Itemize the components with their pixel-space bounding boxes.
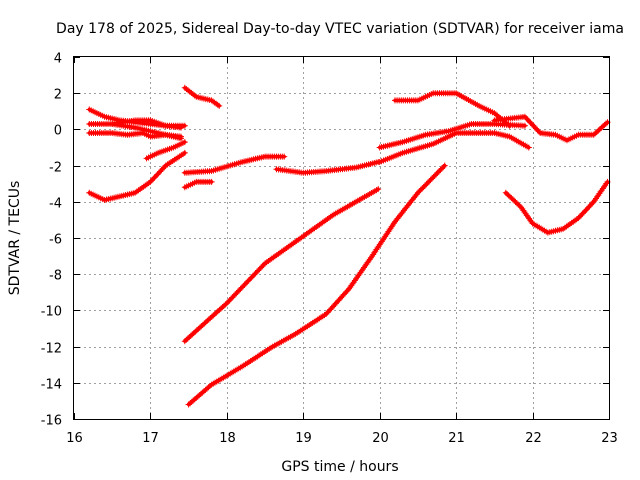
x-tick-label: 22 (525, 431, 542, 446)
y-tick-label: -10 (41, 305, 62, 320)
series-s08 (181, 153, 288, 176)
x-tick-label: 21 (448, 431, 465, 446)
series-s17 (502, 178, 611, 236)
x-tick-label: 17 (142, 431, 159, 446)
chart-title: Day 178 of 2025, Sidereal Day-to-day VTE… (56, 21, 624, 37)
series-s06 (143, 139, 188, 162)
series-s07 (181, 84, 223, 109)
series-markers (109, 121, 184, 140)
x-axis-label: GPS time / hours (281, 459, 398, 475)
x-tick-label: 16 (66, 431, 83, 446)
series-markers (181, 186, 382, 345)
y-tick-label: -12 (41, 342, 62, 357)
y-tick-label: -16 (41, 414, 62, 429)
series-s10 (181, 186, 382, 345)
series-markers (273, 159, 382, 176)
y-tick-label: 4 (54, 52, 62, 67)
series-markers (491, 113, 611, 144)
y-tick-label: -8 (49, 269, 62, 284)
series-line (183, 187, 380, 343)
series-markers (86, 149, 188, 203)
series-s12 (273, 159, 382, 176)
y-tick-label: -4 (49, 197, 62, 212)
grid-lines (74, 57, 609, 419)
series-markers (181, 178, 215, 191)
data-series (86, 84, 611, 408)
series-s04 (109, 121, 184, 140)
series-s05 (86, 149, 188, 203)
series-markers (502, 178, 611, 236)
series-markers (181, 84, 223, 109)
series-markers (181, 153, 288, 176)
x-tick-label: 23 (601, 431, 618, 446)
series-line (377, 131, 531, 164)
series-s11 (185, 162, 448, 408)
x-tick-label: 20 (372, 431, 389, 446)
series-s16 (491, 113, 611, 144)
y-tick-label: -2 (49, 161, 62, 176)
series-markers (143, 139, 188, 162)
series-s14 (376, 130, 532, 165)
axis-ticks: 16 17 18 19 20 21 22 23 -16 -14 -12 -10 -8 -6 -4 -2 0 2 4 (41, 52, 618, 447)
plot-frame (73, 56, 610, 420)
series-markers (376, 130, 532, 165)
x-tick-label: 18 (219, 431, 236, 446)
y-tick-label: -6 (49, 233, 62, 248)
y-tick-label: -14 (41, 378, 62, 393)
x-tick-label: 19 (295, 431, 312, 446)
series-s09 (181, 178, 215, 191)
y-tick-label: 0 (54, 124, 62, 139)
y-tick-label: 2 (54, 88, 62, 103)
y-axis-label: SDTVAR / TECUs (7, 181, 23, 296)
series-markers (185, 162, 448, 408)
